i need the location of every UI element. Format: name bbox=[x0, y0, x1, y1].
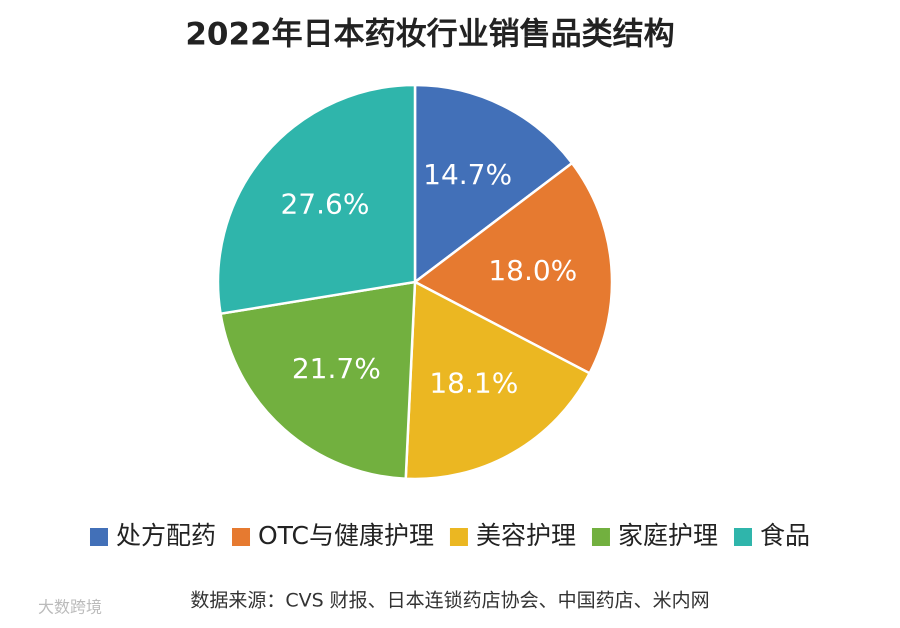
legend-swatch bbox=[89, 528, 108, 546]
data-label: 18.1% bbox=[429, 367, 518, 400]
data-label: 14.7% bbox=[423, 158, 512, 191]
legend-label: OTC与健康护理 bbox=[258, 521, 434, 550]
legend-swatch bbox=[449, 528, 468, 546]
pie-slice bbox=[219, 280, 417, 481]
pie: 14.7% 18.0% 18.1% 21.7% 27.6% bbox=[216, 83, 614, 481]
legend-swatch bbox=[591, 528, 610, 546]
legend-label: 处方配药 bbox=[116, 521, 216, 550]
legend-swatch bbox=[232, 528, 251, 546]
pie-slice bbox=[412, 161, 614, 375]
chart-title: 2022年日本药妆行业销售品类结构 bbox=[185, 17, 674, 53]
legend-label: 美容护理 bbox=[476, 521, 576, 550]
data-label: 21.7% bbox=[292, 352, 381, 385]
legend: 处方配药 OTC与健康护理 美容护理 家庭护理 食品 bbox=[89, 521, 810, 550]
legend-label: 家庭护理 bbox=[618, 521, 718, 550]
pie-slice bbox=[413, 83, 574, 285]
legend-swatch bbox=[733, 528, 752, 546]
source-note: 数据来源：CVS 财报、日本连锁药店协会、中国药店、米内网 bbox=[190, 590, 709, 612]
data-label: 18.0% bbox=[488, 254, 577, 287]
watermark: 大数跨境 bbox=[38, 598, 102, 617]
pie-slice bbox=[216, 83, 417, 316]
legend-label: 食品 bbox=[760, 521, 810, 550]
data-label: 27.6% bbox=[280, 187, 369, 220]
pie-slice bbox=[404, 279, 592, 481]
